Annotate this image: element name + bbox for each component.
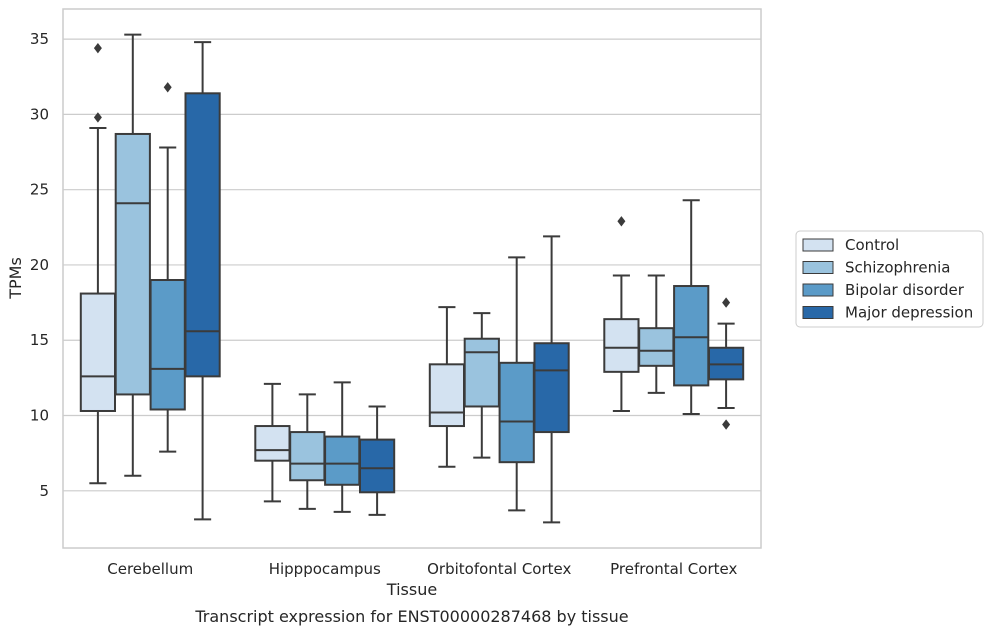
box-schizophrenia: [289, 393, 326, 510]
box-schizophrenia: [463, 312, 500, 459]
box-bipolar-disorder: [149, 82, 186, 453]
iqr-box: [673, 285, 710, 387]
iqr-box: [533, 342, 570, 434]
box-control: [254, 382, 291, 503]
box-schizophrenia: [638, 274, 675, 394]
x-tick-label: Hipppocampus: [269, 560, 381, 578]
y-tick-labels: 5 10 15 20 25 30 35: [30, 30, 49, 500]
y-tick-label: 30: [30, 105, 49, 123]
iqr-box: [428, 363, 466, 428]
box-bipolar-disorder: [498, 256, 535, 512]
box-major-depression: [533, 235, 570, 524]
y-tick-label: 25: [30, 181, 49, 199]
box-major-depression: [184, 41, 221, 521]
box-control: [79, 42, 117, 485]
box-bipolar-disorder: [673, 199, 710, 416]
plot-area-frame: [62, 8, 762, 549]
legend-label: Schizophrenia: [845, 259, 950, 277]
y-tick-label: 5: [39, 482, 49, 500]
iqr-box: [149, 279, 186, 411]
y-tick-label: 15: [30, 331, 49, 349]
iqr-box: [603, 318, 640, 373]
iqr-box: [463, 337, 500, 408]
iqr-box: [324, 435, 361, 486]
iqr-box: [79, 292, 117, 412]
legend-label: Bipolar disorder: [845, 281, 965, 299]
iqr-box: [114, 132, 151, 396]
legend-swatch: [802, 238, 834, 252]
box-major-depression: [358, 405, 396, 516]
iqr-box: [289, 431, 326, 482]
box-major-depression: [707, 297, 745, 430]
chart-title: Transcript expression for ENST0000028746…: [194, 607, 628, 626]
outlier-point: [722, 419, 731, 430]
x-tick-label: Prefrontal Cortex: [610, 560, 737, 578]
iqr-box: [254, 425, 291, 462]
iqr-box: [638, 327, 675, 367]
outlier-point: [617, 216, 626, 227]
y-tick-label: 20: [30, 256, 49, 274]
legend-swatch: [802, 306, 834, 319]
x-tick-labels: Cerebellum Hipppocampus Orbitofontal Corte…: [107, 560, 737, 578]
legend-swatch: [802, 283, 834, 297]
outlier-point: [93, 42, 102, 54]
legend-frame: [795, 230, 984, 328]
y-axis-title: TPMs: [6, 257, 25, 300]
outlier-point: [93, 112, 102, 123]
box-control: [428, 306, 466, 468]
legend-label: Control: [845, 236, 899, 254]
legend-swatch: [802, 261, 834, 274]
legend-label: Major depression: [845, 304, 973, 322]
x-tick-label: Cerebellum: [107, 560, 193, 578]
boxes: [79, 33, 745, 524]
x-tick-label: Orbitofontal Cortex: [427, 560, 571, 578]
iqr-box: [184, 92, 221, 378]
outlier-point: [722, 297, 731, 308]
y-tick-label: 35: [30, 30, 49, 48]
x-axis-title: Tissue: [386, 580, 437, 599]
box-control: [603, 216, 640, 412]
box-bipolar-disorder: [324, 381, 361, 513]
iqr-box: [498, 361, 535, 464]
iqr-box: [358, 438, 396, 494]
box-schizophrenia: [114, 33, 151, 477]
legend: Control Schizophrenia Bipolar disorder Majo…: [795, 230, 984, 328]
y-tick-label: 10: [30, 407, 49, 425]
outlier-point: [163, 82, 172, 93]
